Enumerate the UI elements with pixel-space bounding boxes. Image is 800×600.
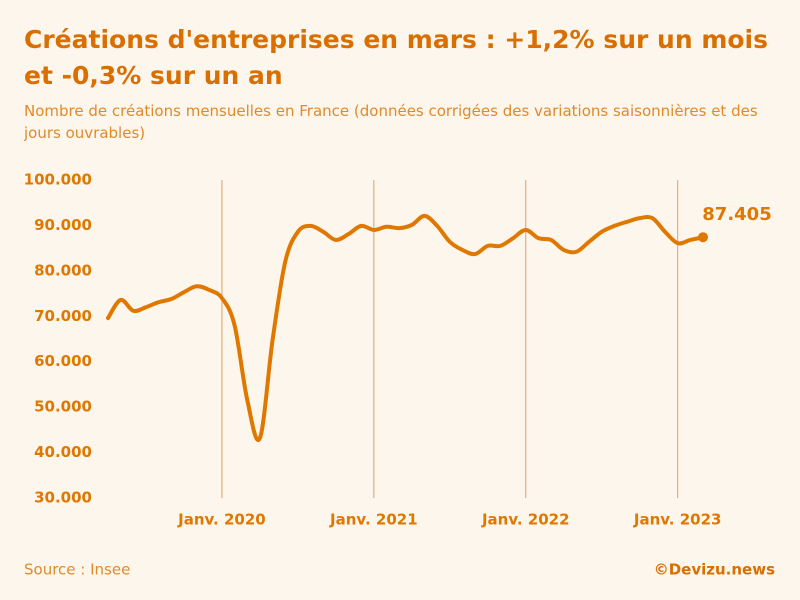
x-tick-label: Janv. 2022: [481, 511, 570, 529]
x-tick-label: Janv. 2023: [633, 511, 722, 529]
y-tick-label: 90.000: [34, 216, 92, 234]
y-tick-label: 100.000: [24, 171, 92, 189]
y-tick-label: 40.000: [34, 443, 92, 461]
y-tick-label: 30.000: [34, 489, 92, 507]
y-tick-label: 80.000: [34, 261, 92, 279]
y-tick-label: 70.000: [34, 307, 92, 325]
value-label: 87.405: [702, 204, 771, 225]
title-box: Créations d'entreprises en mars : +1,2% …: [24, 25, 768, 90]
subtitle-box: Nombre de créations mensuelles en France…: [24, 102, 758, 142]
source: Source : Insee: [24, 561, 130, 579]
x-tick-label: Janv. 2021: [329, 511, 418, 529]
y-tick-label: 60.000: [34, 352, 92, 370]
y-tick-label: 50.000: [34, 398, 92, 416]
chart-title: Créations d'entreprises en mars : +1,2% …: [24, 25, 768, 90]
x-tick-label: Janv. 2020: [177, 511, 266, 529]
credit: ©Devizu.news: [654, 561, 775, 579]
chart-subtitle: Nombre de créations mensuelles en France…: [24, 102, 758, 142]
end-point: [698, 232, 708, 243]
line: [106, 213, 705, 443]
